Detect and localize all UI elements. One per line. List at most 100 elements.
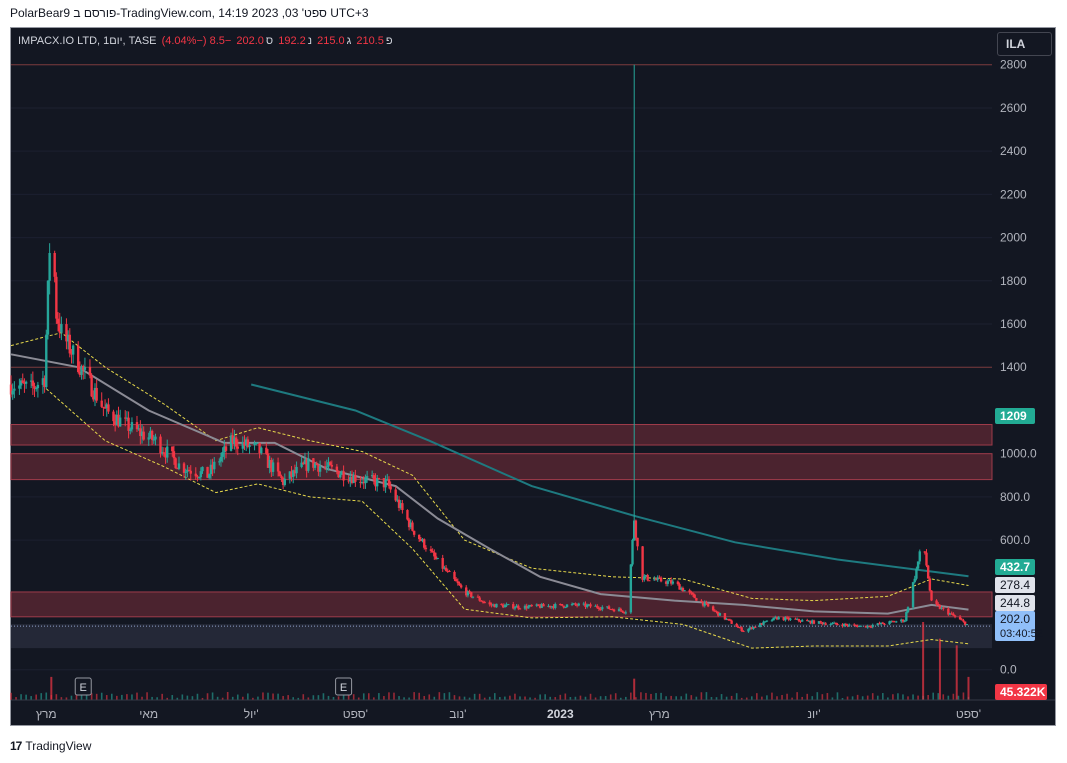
volume-bar — [650, 693, 652, 700]
x-tick-label: יול' — [244, 707, 259, 721]
tradingview-logo-icon: 17 — [10, 739, 22, 753]
earnings-marker-label: E — [340, 682, 347, 694]
price-label-text: 244.8 — [1000, 596, 1030, 610]
candle-body — [747, 628, 750, 632]
candle-body — [335, 466, 339, 471]
candle-body — [349, 477, 352, 482]
volume-bar — [20, 694, 22, 700]
volume-bar — [90, 693, 93, 700]
legend-high: 215.0 — [317, 35, 345, 47]
candle-body — [918, 551, 921, 562]
candle-body — [915, 568, 918, 579]
volume-bar — [574, 696, 577, 700]
volume-bar — [393, 692, 395, 700]
volume-bar — [836, 692, 839, 700]
candle-body — [481, 601, 485, 603]
volume-bar — [791, 697, 793, 700]
x-tick-label: 2023 — [547, 707, 574, 721]
candle-body — [582, 603, 586, 605]
candle-body — [66, 334, 70, 342]
candle-body — [105, 404, 108, 408]
candle-body — [76, 345, 80, 372]
candle-body — [441, 557, 444, 569]
volume-bar — [357, 697, 360, 700]
candle-body — [523, 605, 527, 609]
candle-body — [774, 617, 777, 619]
candle-body — [572, 603, 575, 605]
candle-body — [152, 439, 155, 441]
candle-body — [599, 608, 602, 610]
candle-body — [727, 618, 730, 620]
candle-body — [881, 622, 885, 624]
legend-close: 202.0 — [236, 35, 264, 47]
candle-body — [268, 459, 271, 468]
volume-bar — [337, 696, 340, 700]
candle-body — [434, 556, 438, 559]
candle-body — [822, 623, 826, 625]
candle-body — [103, 407, 107, 409]
volume-bar — [342, 692, 345, 700]
candle-body — [688, 590, 691, 593]
candle-body — [347, 480, 350, 482]
candle-body — [742, 631, 745, 633]
candle-body — [53, 252, 56, 277]
y-tick-label: 2800 — [1000, 58, 1027, 72]
legend-open-label: פ — [385, 35, 393, 47]
candle-body — [60, 324, 63, 333]
candle-body — [658, 577, 661, 579]
volume-bar — [589, 693, 592, 700]
candle-body — [772, 617, 775, 621]
candle-body — [953, 615, 957, 617]
volume-bar — [549, 696, 552, 700]
volume-bar — [504, 696, 506, 700]
candle-body — [958, 616, 962, 620]
volume-bar — [388, 692, 390, 700]
price-label-ma-short — [995, 577, 1035, 593]
volume-bar — [861, 696, 864, 700]
earnings-marker — [74, 677, 92, 696]
candle-body — [705, 602, 708, 604]
candle-body — [549, 605, 552, 608]
candle-body — [869, 626, 873, 628]
candle-body — [446, 570, 449, 572]
candle-body — [654, 579, 658, 581]
volume-bar — [841, 697, 844, 700]
candle-body — [431, 550, 434, 553]
candle-body — [550, 606, 554, 608]
candle-body — [653, 579, 656, 581]
candle-body — [643, 576, 646, 580]
volume-bar — [932, 692, 935, 700]
candle-body — [186, 469, 189, 472]
candle-body — [465, 587, 468, 596]
candle-body — [41, 378, 45, 385]
candle-body — [323, 466, 327, 468]
candle-body — [406, 510, 409, 520]
candle-body — [234, 437, 238, 447]
candle-body — [45, 334, 48, 388]
volume-bar — [347, 694, 350, 700]
volume-bar — [493, 693, 496, 700]
candle-body — [124, 417, 127, 419]
candle-body — [950, 613, 953, 615]
candle-body — [288, 471, 292, 479]
candle-body — [819, 621, 822, 623]
candle-body — [960, 619, 963, 621]
candle-body — [189, 470, 192, 474]
currency-button[interactable]: ILA — [997, 32, 1052, 56]
y-tick-label: 800.0 — [1000, 490, 1030, 504]
candle-body — [575, 604, 579, 606]
candle-body — [784, 617, 787, 621]
candle-body — [421, 539, 424, 541]
candle-body — [424, 547, 428, 550]
volume-bar — [317, 695, 320, 700]
volume-bar — [564, 693, 567, 700]
candle-body — [92, 396, 95, 400]
candle-body — [785, 617, 789, 619]
candle-body — [196, 476, 199, 478]
candle-body — [883, 623, 886, 625]
volume-bar — [690, 695, 693, 700]
candle-body — [856, 625, 859, 628]
candle-body — [890, 621, 893, 623]
candle-body — [500, 603, 503, 605]
